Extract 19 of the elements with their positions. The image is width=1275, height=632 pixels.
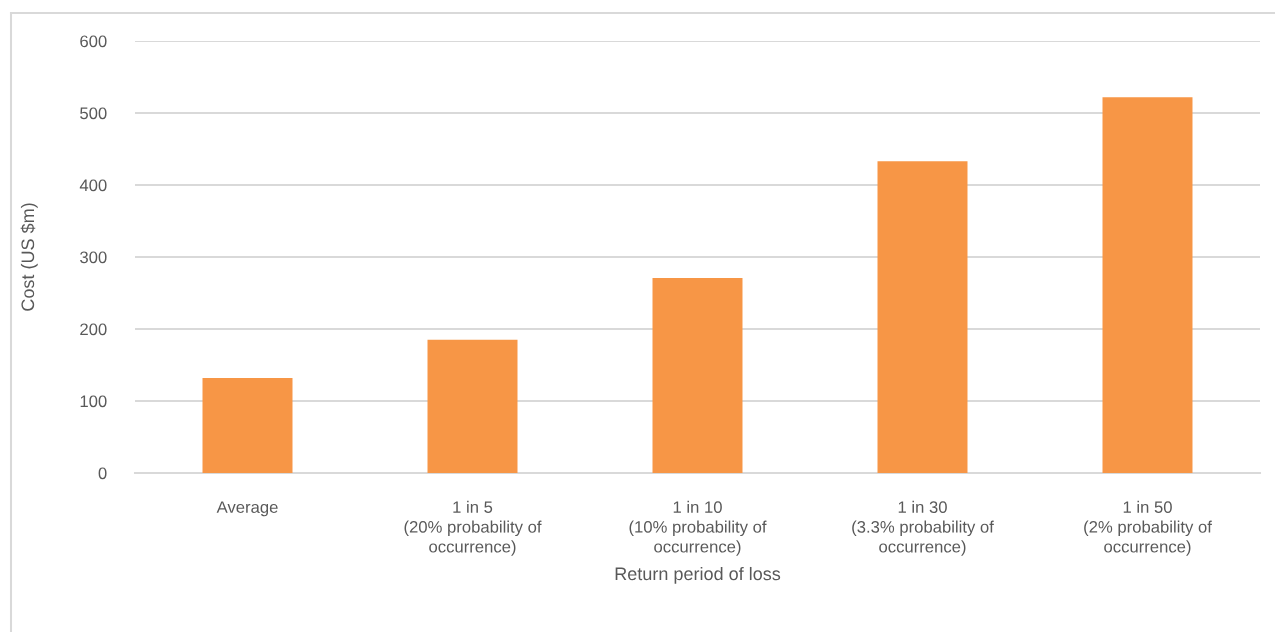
y-tick-label: 500 [80,107,107,120]
y-tick-label: 400 [79,179,107,192]
x-tick-label: Average [216,501,278,517]
x-axis-title: Return period of loss [615,566,781,584]
bar [202,377,293,473]
y-tick-label: 0 [98,467,107,480]
y-tick-label: 300 [80,251,107,264]
y-tick-label: 100 [80,395,107,408]
x-tick-label: 1 in 10 (10% probability of occurrence) [629,500,767,556]
x-tick-label: 1 in 30 (3.3% probability of occurrence) [852,500,994,556]
y-axis-title: Cost (US $m) [20,203,38,311]
x-tick-label: 1 in 5 (20% probability of occurrence) [404,500,542,556]
bar [427,339,518,473]
bar [1102,97,1193,473]
bar [877,161,968,473]
y-tick-label: 200 [80,323,107,336]
y-tick-label: 600 [80,35,107,48]
x-tick-label: 1 in 50 (2% probability of occurrence) [1084,500,1212,556]
bar [652,277,743,473]
